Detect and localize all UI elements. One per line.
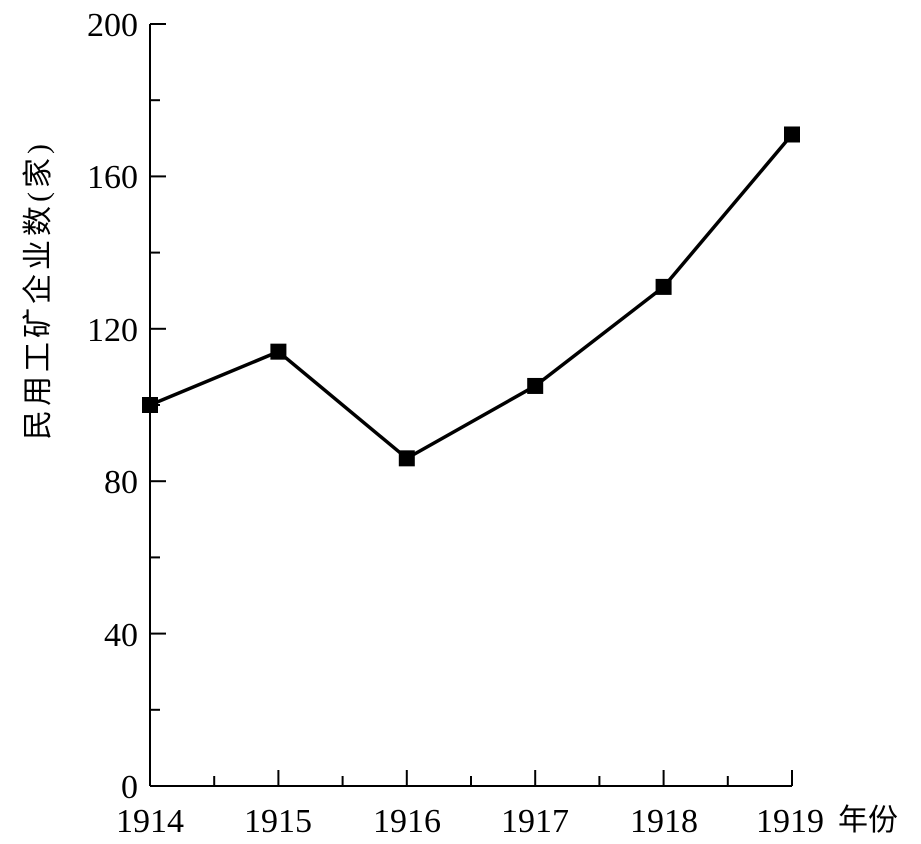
data-point-marker — [142, 397, 158, 413]
x-axis-label: 年份 — [838, 804, 898, 837]
series — [142, 126, 800, 467]
x-tick-label: 1915 — [244, 803, 312, 840]
series-line — [149, 133, 794, 461]
x-tick-label: 1917 — [501, 803, 569, 840]
x-tick-label: 1919 — [756, 803, 824, 840]
y-tick-label: 80 — [104, 464, 138, 501]
x-tick-label: 1914 — [116, 803, 184, 840]
data-point-marker — [784, 126, 800, 143]
x-tick-label: 1916 — [373, 803, 441, 840]
y-tick-label: 120 — [87, 312, 138, 349]
x-tick-label: 1918 — [630, 803, 698, 840]
data-point-marker — [655, 278, 672, 295]
data-point-marker — [398, 450, 415, 467]
y-tick-label: 0 — [121, 769, 138, 806]
data-point-marker — [527, 377, 544, 394]
y-tick-label: 200 — [87, 7, 138, 44]
y-axis-label: 民用工矿企业数(家) — [22, 140, 55, 440]
tick-labels: 1914 1915 1916 1917 1918 1919 0 40 80 12… — [87, 7, 824, 840]
data-point-marker — [270, 343, 287, 360]
y-tick-label: 160 — [87, 159, 138, 196]
axes — [149, 23, 793, 787]
y-tick-label: 40 — [104, 617, 138, 654]
